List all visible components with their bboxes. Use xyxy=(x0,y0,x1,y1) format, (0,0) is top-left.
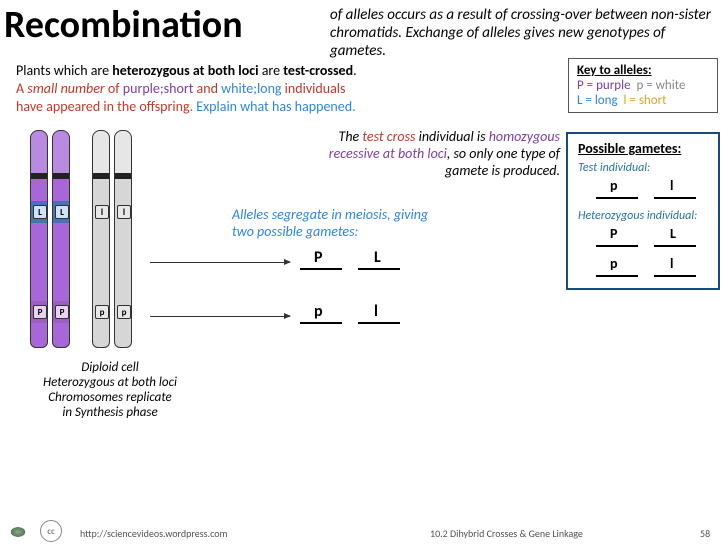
footer-section: 10.2 Dihybrid Crosses & Gene Linkage xyxy=(430,527,583,540)
segregate-caption: Alleles segregate in meiosis, giving two… xyxy=(232,206,452,240)
allele-key-box: Key to alleles:P = purple p = whiteL = l… xyxy=(568,58,718,113)
footer-url: http://sciencevideos.wordpress.com xyxy=(80,527,227,540)
test-cross-caption: The test cross individual is homozygous … xyxy=(290,128,560,179)
chromosome-caption: Diploid cellHeterozygous at both lociChr… xyxy=(10,360,210,420)
subtitle: of alleles occurs as a result of crossin… xyxy=(330,6,722,60)
cc-icon: cc xyxy=(40,520,62,542)
footer-page: 58 xyxy=(700,527,710,540)
page-title: Recombination xyxy=(4,2,243,48)
lizard-icon xyxy=(2,516,36,544)
possible-gametes-box: Possible gametes:Test individual:plHeter… xyxy=(566,132,720,290)
